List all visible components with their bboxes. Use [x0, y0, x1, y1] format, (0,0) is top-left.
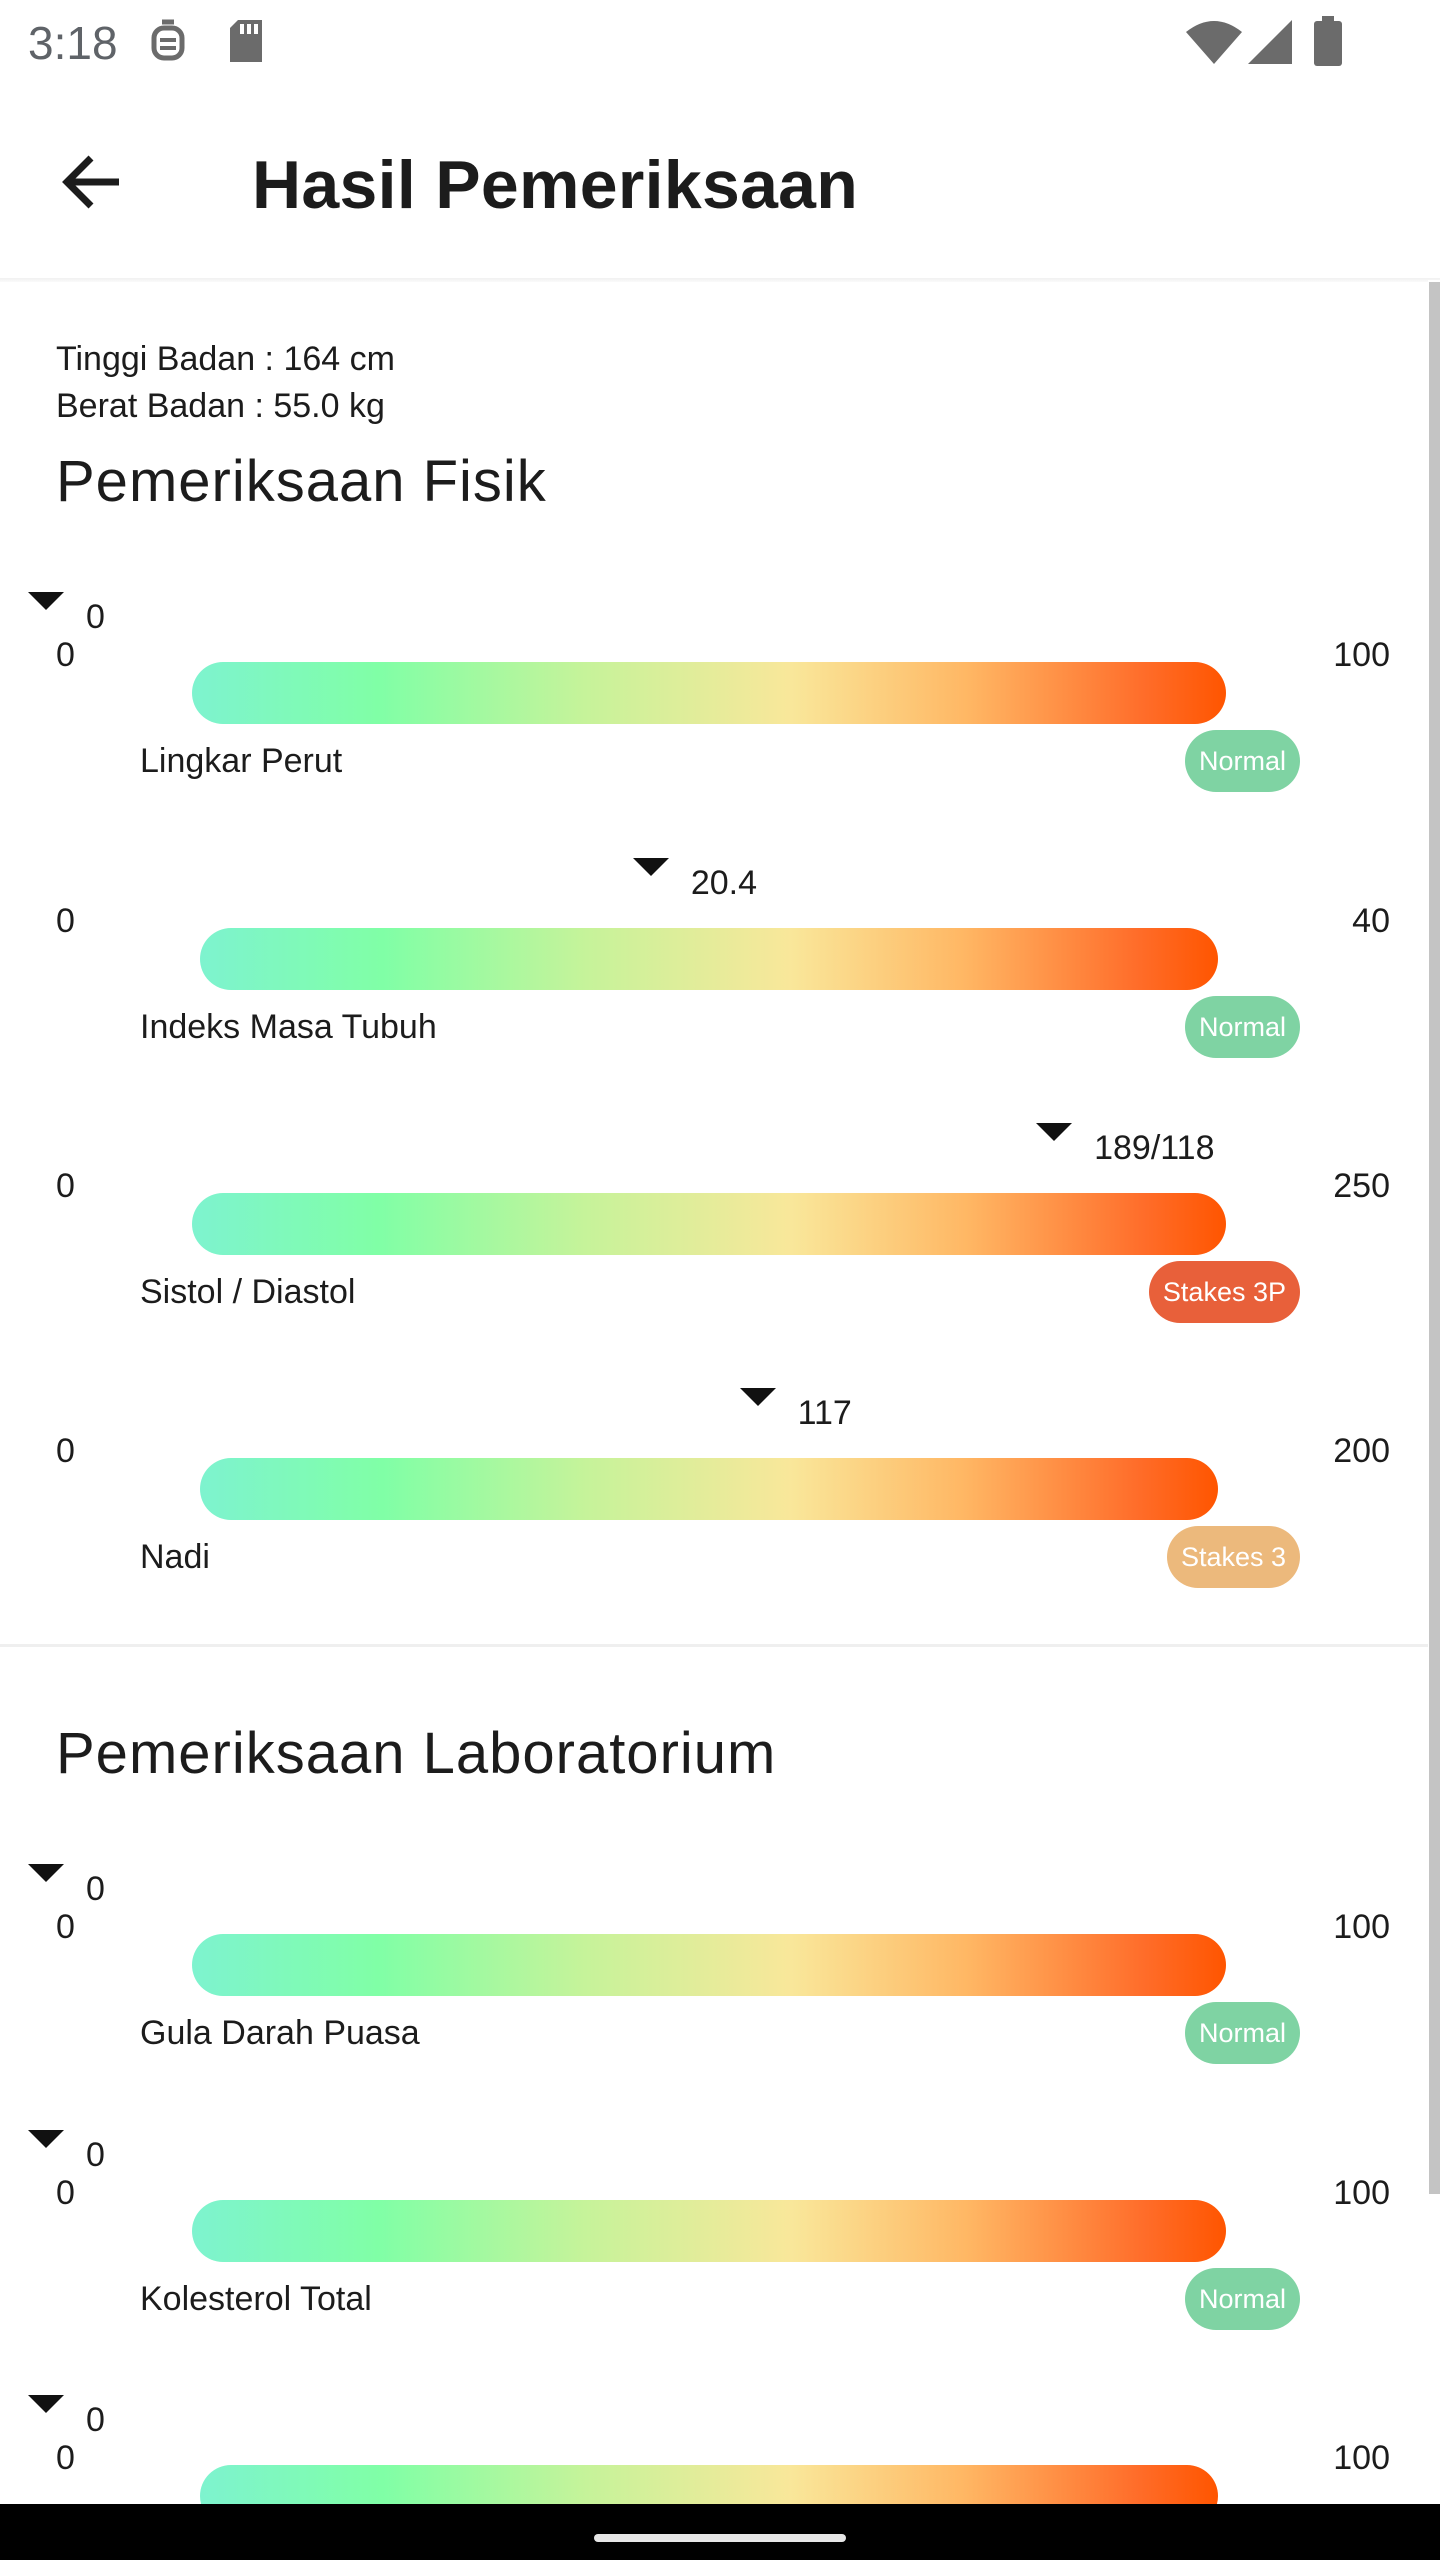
gauge-pointer-icon	[28, 2130, 64, 2148]
arrow-back-icon	[62, 155, 119, 209]
gauge-max-label: 40	[1352, 902, 1390, 940]
gauge-label: Kolesterol Total	[140, 2280, 372, 2318]
status-time: 3:18	[28, 17, 118, 69]
gauge-row: 0 0 100 Gula Darah Puasa Normal	[0, 1864, 1428, 2084]
gauge-gradient-bar	[200, 1458, 1218, 1520]
gauge-max-label: 250	[1333, 1167, 1390, 1205]
gauge-row: 0 0 100 Lingkar Perut Normal	[0, 592, 1428, 812]
gauge-pointer-icon	[632, 858, 669, 876]
gauge-row: 0 0 100 Kolesterol Total Normal	[0, 2130, 1428, 2350]
lab-section-title: Pemeriksaan Laboratorium	[56, 1721, 777, 1786]
results-scroll-view[interactable]: Tinggi Badan : 164 cm Berat Badan : 55.0…	[0, 280, 1428, 2504]
gauge-gradient-bar	[192, 662, 1226, 724]
gauge-gradient-bar	[200, 2465, 1218, 2504]
gauge-label: Indeks Masa Tubuh	[140, 1008, 437, 1046]
gauge-row: 189/118 0 250 Sistol / Diastol Stakes 3P	[0, 1123, 1428, 1343]
battery-icon	[1312, 16, 1344, 71]
gauge-gradient-bar	[192, 1934, 1226, 1996]
back-button[interactable]	[44, 134, 140, 230]
gauge-row: 117 0 200 Nadi Stakes 3	[0, 1388, 1428, 1608]
gauge-gradient-bar	[192, 1193, 1226, 1255]
gauge-min-label: 0	[56, 2174, 75, 2212]
app-bar-divider	[0, 278, 1440, 282]
gauge-pointer-icon	[28, 1864, 64, 1882]
weight-info: Berat Badan : 55.0 kg	[56, 387, 385, 425]
signal-icon	[1248, 20, 1292, 69]
physical-section-title: Pemeriksaan Fisik	[56, 449, 547, 514]
gauge-label: Gula Darah Puasa	[140, 2014, 420, 2052]
gauge-value: 189/118	[1094, 1129, 1215, 1167]
app-bar: Hasil Pemeriksaan	[0, 84, 1440, 280]
gauge-min-label: 0	[56, 636, 75, 674]
gauge-gradient-bar	[192, 2200, 1226, 2262]
gauge-max-label: 200	[1333, 1432, 1390, 1470]
gauge-pointer-icon	[28, 2395, 64, 2413]
gauge-value: 0	[86, 1870, 105, 1908]
gauge-value: 117	[797, 1394, 852, 1432]
gauge-value: 0	[86, 2136, 105, 2174]
gauge-label: Sistol / Diastol	[140, 1273, 356, 1311]
status-badge: Stakes 3	[1166, 1526, 1300, 1588]
gauge-gradient-bar	[200, 928, 1218, 990]
gauge-label: Lingkar Perut	[140, 742, 343, 780]
gesture-handle[interactable]	[594, 2534, 846, 2542]
status-badge: Normal	[1184, 730, 1300, 792]
gauge-pointer-icon	[739, 1388, 776, 1406]
gauge-pointer-icon	[28, 592, 64, 610]
face-lock-icon	[148, 18, 188, 69]
gauge-value: 0	[86, 2401, 105, 2439]
gauge-value: 0	[86, 598, 105, 636]
gauge-label: Nadi	[140, 1538, 210, 1576]
gauge-min-label: 0	[56, 1908, 75, 1946]
gauge-max-label: 100	[1333, 2439, 1390, 2477]
section-divider	[0, 1644, 1428, 1647]
page-title: Hasil Pemeriksaan	[252, 147, 859, 223]
gauge-min-label: 0	[56, 1167, 75, 1205]
gauge-min-label: 0	[56, 1432, 75, 1470]
status-badge: Normal	[1184, 996, 1300, 1058]
gauge-min-label: 0	[56, 902, 75, 940]
status-badge: Stakes 3P	[1148, 1261, 1300, 1323]
sd-card-icon	[226, 18, 266, 69]
gauge-max-label: 100	[1333, 636, 1390, 674]
wifi-icon	[1186, 20, 1242, 69]
height-info: Tinggi Badan : 164 cm	[56, 340, 395, 378]
scrollbar-thumb[interactable]	[1429, 282, 1440, 2194]
system-nav-bar	[0, 2504, 1440, 2560]
gauge-row: 0 0 100	[0, 2395, 1428, 2504]
status-bar: 3:18	[0, 0, 1440, 84]
gauge-row: 20.4 0 40 Indeks Masa Tubuh Normal	[0, 858, 1428, 1078]
gauge-max-label: 100	[1333, 2174, 1390, 2212]
gauge-pointer-icon	[1036, 1123, 1073, 1141]
gauge-value: 20.4	[690, 864, 758, 902]
gauge-max-label: 100	[1333, 1908, 1390, 1946]
status-badge: Normal	[1184, 2268, 1300, 2330]
status-badge: Normal	[1184, 2002, 1300, 2064]
gauge-min-label: 0	[56, 2439, 75, 2477]
